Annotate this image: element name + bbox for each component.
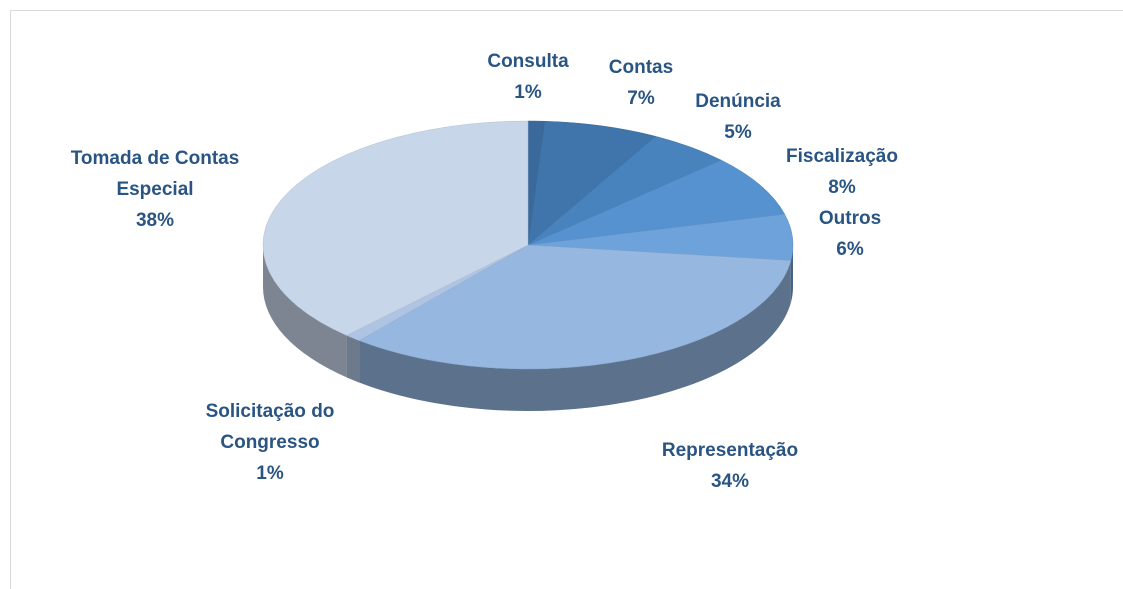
category-label: Fiscalização [786,146,898,167]
category-label: Contas [608,57,674,78]
data-label: Representação 34% [630,435,830,497]
value-label: 1% [256,463,284,484]
category-label: Tomada de Contas Especial [70,148,240,200]
pie-slice-side [346,335,360,383]
data-label: Outros 6% [800,203,900,265]
data-label: Denúncia 5% [678,86,798,148]
chart-frame [10,10,1123,589]
pie-slice-side [359,260,791,411]
category-label: Consulta [487,51,569,72]
pie-slice [358,244,792,370]
value-label: 34% [710,471,750,492]
category-label: Outros [818,208,882,229]
data-label: Solicitação do Congresso 1% [185,396,355,489]
value-label: 5% [724,122,752,143]
value-label: 38% [135,210,175,231]
pie-slice [527,159,786,246]
value-label: 8% [828,177,856,198]
data-label: Fiscalização 8% [767,141,917,203]
category-label: Denúncia [695,91,781,112]
data-label: Consulta 1% [478,46,578,108]
category-label: Solicitação do Congresso [205,401,335,453]
data-label: Contas 7% [591,52,691,114]
data-label: Tomada de Contas Especial 38% [40,143,270,236]
value-label: 1% [514,82,542,103]
pie-slice-side [263,245,347,378]
value-label: 7% [627,88,655,109]
pie-slice [527,120,657,246]
category-label: Representação [661,440,799,461]
value-label: 6% [836,239,864,260]
pie-slice [262,120,529,336]
